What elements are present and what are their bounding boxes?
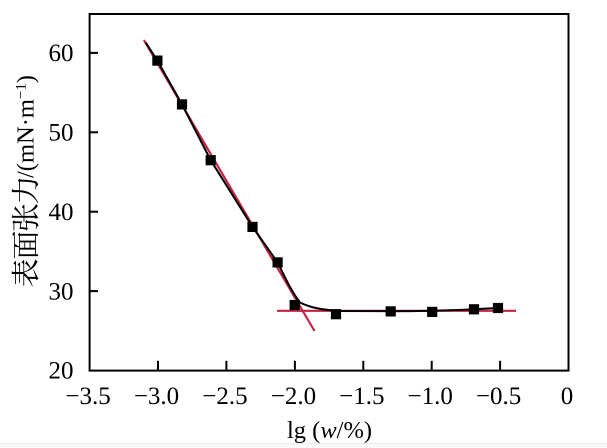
svg-text:50: 50	[49, 119, 74, 146]
svg-text:lg (w/%): lg (w/%)	[287, 417, 372, 444]
svg-text:−3.0: −3.0	[134, 383, 179, 410]
svg-text:−0.5: −0.5	[476, 383, 521, 410]
svg-text:30: 30	[49, 278, 74, 305]
svg-text:−1.0: −1.0	[408, 383, 453, 410]
svg-text:60: 60	[49, 40, 74, 67]
svg-text:−2.0: −2.0	[271, 383, 316, 410]
svg-text:−1.5: −1.5	[339, 383, 384, 410]
svg-text:20: 20	[49, 358, 74, 385]
svg-text:−3.5: −3.5	[65, 383, 110, 410]
svg-text:−2.5: −2.5	[202, 383, 247, 410]
svg-text:0: 0	[561, 383, 574, 410]
svg-text:40: 40	[49, 199, 74, 226]
